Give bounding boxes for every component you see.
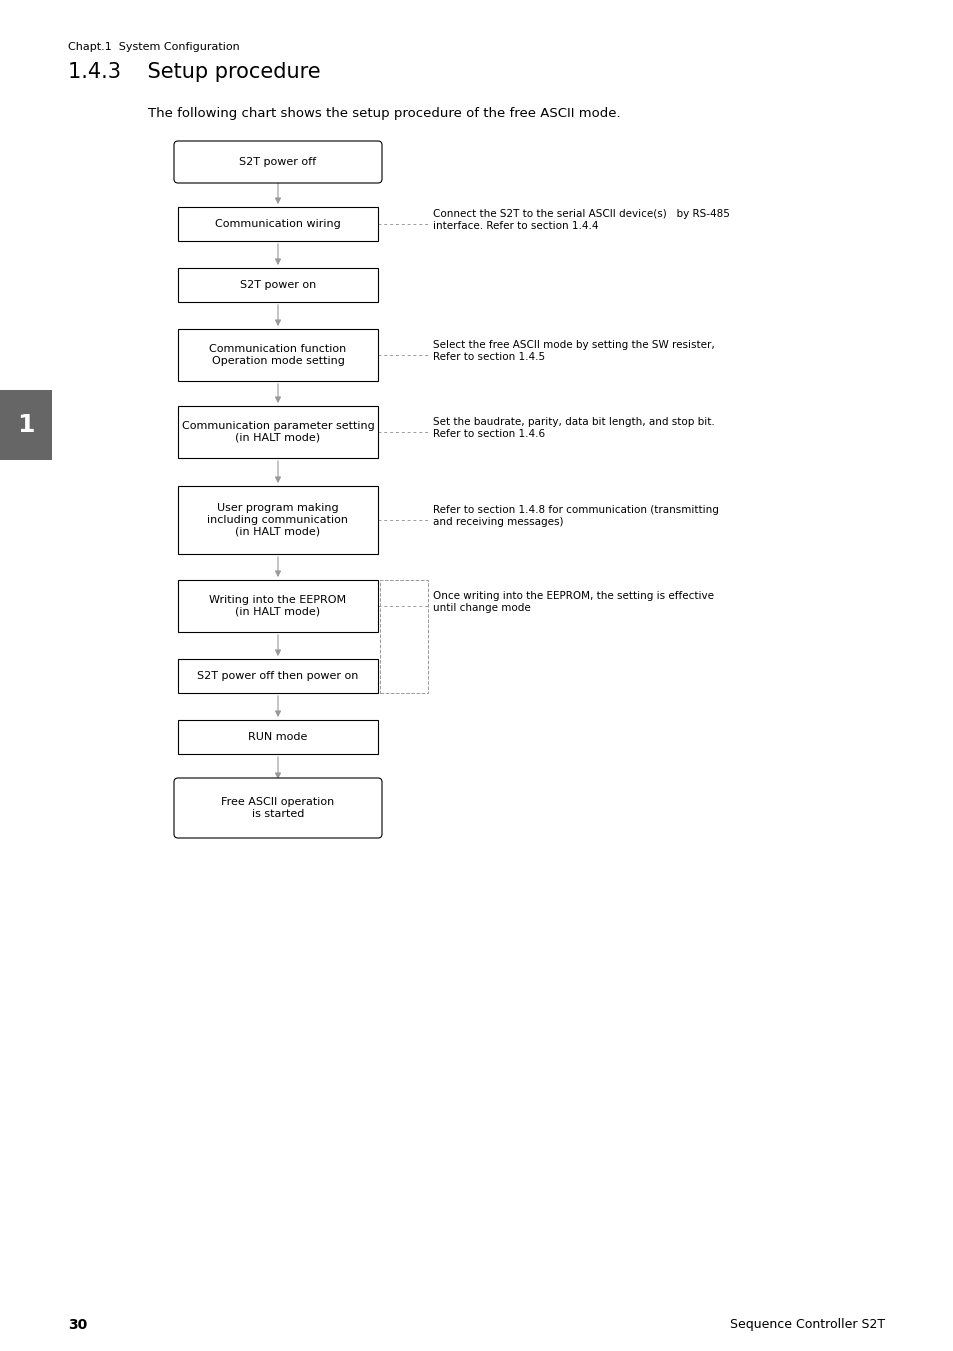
Bar: [379, 580, 428, 693]
Text: Select the free ASCII mode by setting the SW resister,
Refer to section 1.4.5: Select the free ASCII mode by setting th…: [433, 340, 714, 362]
Text: Communication wiring: Communication wiring: [214, 219, 340, 230]
Text: S2T power on: S2T power on: [239, 280, 315, 290]
Bar: [178, 330, 377, 381]
Text: User program making
including communication
(in HALT mode): User program making including communicat…: [208, 504, 348, 536]
Bar: [178, 580, 377, 632]
Text: Once writing into the EEPROM, the setting is effective
until change mode: Once writing into the EEPROM, the settin…: [433, 592, 713, 613]
Text: Communication function
Operation mode setting: Communication function Operation mode se…: [209, 345, 346, 366]
Text: Chapt.1  System Configuration: Chapt.1 System Configuration: [68, 42, 239, 51]
Text: Writing into the EEPROM
(in HALT mode): Writing into the EEPROM (in HALT mode): [210, 596, 346, 617]
Text: 1.4.3    Setup procedure: 1.4.3 Setup procedure: [68, 62, 320, 82]
Bar: [178, 486, 377, 554]
Text: 1: 1: [17, 413, 34, 436]
Bar: [178, 659, 377, 693]
Text: Sequence Controller S2T: Sequence Controller S2T: [729, 1319, 884, 1331]
Bar: [178, 207, 377, 240]
Bar: [0, 390, 52, 459]
Text: 30: 30: [68, 1319, 87, 1332]
Text: Connect the S2T to the serial ASCII device(s)   by RS-485
interface. Refer to se: Connect the S2T to the serial ASCII devi…: [433, 209, 729, 231]
Text: RUN mode: RUN mode: [248, 732, 308, 742]
Bar: [178, 267, 377, 303]
Bar: [178, 720, 377, 754]
Text: Communication parameter setting
(in HALT mode): Communication parameter setting (in HALT…: [181, 422, 374, 443]
Text: Set the baudrate, parity, data bit length, and stop bit.
Refer to section 1.4.6: Set the baudrate, parity, data bit lengt…: [433, 417, 714, 439]
Text: S2T power off then power on: S2T power off then power on: [197, 671, 358, 681]
Bar: [178, 407, 377, 458]
Text: S2T power off: S2T power off: [239, 157, 316, 168]
Text: Free ASCII operation
is started: Free ASCII operation is started: [221, 797, 335, 819]
FancyBboxPatch shape: [173, 778, 381, 838]
Text: The following chart shows the setup procedure of the free ASCII mode.: The following chart shows the setup proc…: [148, 107, 620, 120]
Text: Refer to section 1.4.8 for communication (transmitting
and receiving messages): Refer to section 1.4.8 for communication…: [433, 505, 719, 527]
FancyBboxPatch shape: [173, 141, 381, 182]
